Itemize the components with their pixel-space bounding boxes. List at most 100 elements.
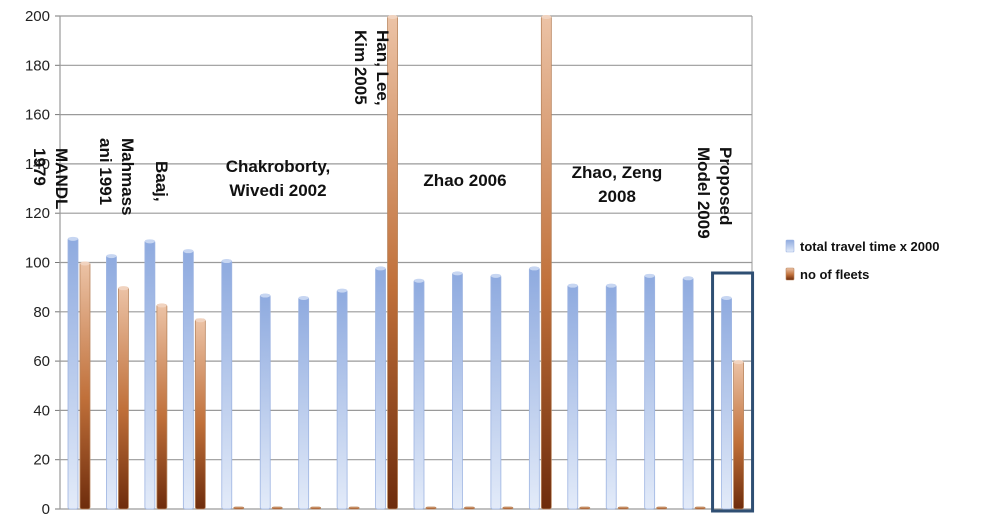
annotation-line: Wivedi 2002 — [229, 181, 326, 200]
y-tick-label: 20 — [33, 452, 50, 469]
bar-cap — [183, 249, 194, 254]
bar-no-of-fleets — [656, 506, 668, 510]
bar-total-travel-time — [644, 274, 656, 510]
y-tick-label: 40 — [33, 402, 50, 419]
bar-total-travel-time — [221, 259, 233, 510]
legend-item: no of fleets — [785, 267, 869, 282]
bar-cap — [260, 293, 271, 298]
bar-no-of-fleets — [271, 506, 283, 510]
bar-no-of-fleets — [502, 506, 514, 510]
y-tick-label: 180 — [25, 57, 50, 74]
annotation-han: Han, Lee,Kim 2005 — [351, 30, 392, 106]
bar-no-of-fleets — [733, 360, 744, 510]
bar-cap — [144, 239, 155, 244]
bar-total-travel-time — [452, 271, 463, 510]
y-tick-label: 60 — [33, 353, 50, 370]
annotation-baaj: Baaj, — [152, 161, 171, 202]
bar-total-travel-time — [67, 237, 79, 510]
legend-label: total travel time x 2000 — [800, 239, 939, 254]
annotation-line: MANDL — [52, 148, 71, 209]
bar-total-travel-time — [721, 296, 732, 510]
bar-total-travel-time — [682, 276, 694, 510]
annotation-zhaozeng: Zhao, Zeng 2008 — [572, 163, 663, 206]
bar-cap — [541, 15, 552, 19]
bar-cap — [414, 278, 424, 283]
bar-cap — [721, 296, 732, 301]
y-tick-label: 160 — [25, 107, 50, 124]
legend-swatch — [785, 267, 795, 281]
annotation-zhao2006: Zhao 2006 — [423, 171, 506, 190]
bar-no-of-fleets — [617, 506, 629, 510]
bar-no-of-fleets — [194, 318, 206, 510]
annotation-line: Han, Lee, — [373, 30, 392, 106]
bar-total-travel-time — [259, 294, 271, 510]
bar-no-of-fleets — [540, 15, 552, 510]
bar-total-travel-time — [298, 296, 310, 510]
annotation-line: Chakroborty, — [226, 157, 331, 176]
bar-cap — [106, 254, 117, 259]
annotation-line: Zhao 2006 — [423, 171, 506, 190]
bar-cap — [80, 261, 90, 266]
y-tick-label: 200 — [25, 8, 50, 25]
bar-cap — [221, 259, 232, 264]
bar-total-travel-time — [490, 274, 502, 510]
bar-total-travel-time — [336, 289, 348, 510]
bar-total-travel-time — [375, 267, 386, 510]
bar-cap — [529, 266, 540, 271]
bar-total-travel-time — [567, 284, 579, 510]
bar-total-travel-time — [182, 249, 194, 510]
bar-cap — [606, 283, 617, 288]
annotation-line: ani 1991 — [96, 138, 115, 205]
highlight-box — [711, 271, 755, 513]
annotation-line: Proposed — [716, 147, 735, 225]
bar-cap — [567, 283, 578, 288]
bar-total-travel-time — [144, 239, 156, 510]
bar-no-of-fleets — [425, 506, 437, 510]
bar-total-travel-time — [528, 267, 540, 510]
bar-cap — [118, 286, 129, 291]
bar-no-of-fleets — [348, 506, 360, 510]
legend-label: no of fleets — [800, 267, 869, 282]
bars — [67, 15, 744, 510]
bar-cap — [644, 273, 655, 278]
y-tick-label: 120 — [25, 205, 50, 222]
gridlines — [60, 15, 752, 510]
bar-total-travel-time — [413, 279, 425, 510]
bar-cap — [156, 303, 167, 308]
bar-cap — [452, 271, 463, 276]
bar-cap — [375, 266, 386, 271]
highlight-box — [711, 271, 755, 513]
y-tick-label: 0 — [42, 501, 50, 514]
annotation-line: Kim 2005 — [351, 30, 370, 105]
bar-no-of-fleets — [156, 304, 168, 510]
y-tick-label: 140 — [25, 156, 50, 173]
bar-no-of-fleets — [118, 286, 129, 510]
bar-total-travel-time — [605, 284, 617, 510]
annotation-line: Mahmass — [118, 138, 137, 215]
bar-no-of-fleets — [79, 262, 91, 510]
bar-cap — [683, 276, 694, 281]
bar-cap — [68, 236, 78, 241]
bar-cap — [195, 318, 206, 323]
legend-swatch — [785, 239, 795, 253]
bar-cap — [337, 288, 348, 293]
bar-cap — [298, 296, 309, 301]
bar-total-travel-time — [106, 254, 117, 510]
annotation-line: 1979 — [30, 148, 49, 186]
bar-no-of-fleets — [464, 506, 475, 510]
bar-no-of-fleets — [233, 506, 245, 510]
bar-no-of-fleets — [579, 506, 591, 510]
bar-no-of-fleets — [310, 506, 322, 510]
annotation-line: Baaj, — [152, 161, 171, 202]
annotation-line: Zhao, Zeng — [572, 163, 663, 182]
y-tick-label: 80 — [33, 304, 50, 321]
annotation-chakroborty: Chakroborty, Wivedi 2002 — [226, 157, 331, 200]
annotation-line: Model 2009 — [694, 147, 713, 239]
legend: total travel time x 2000 no of fleets — [785, 239, 939, 282]
bar-cap — [387, 15, 398, 19]
